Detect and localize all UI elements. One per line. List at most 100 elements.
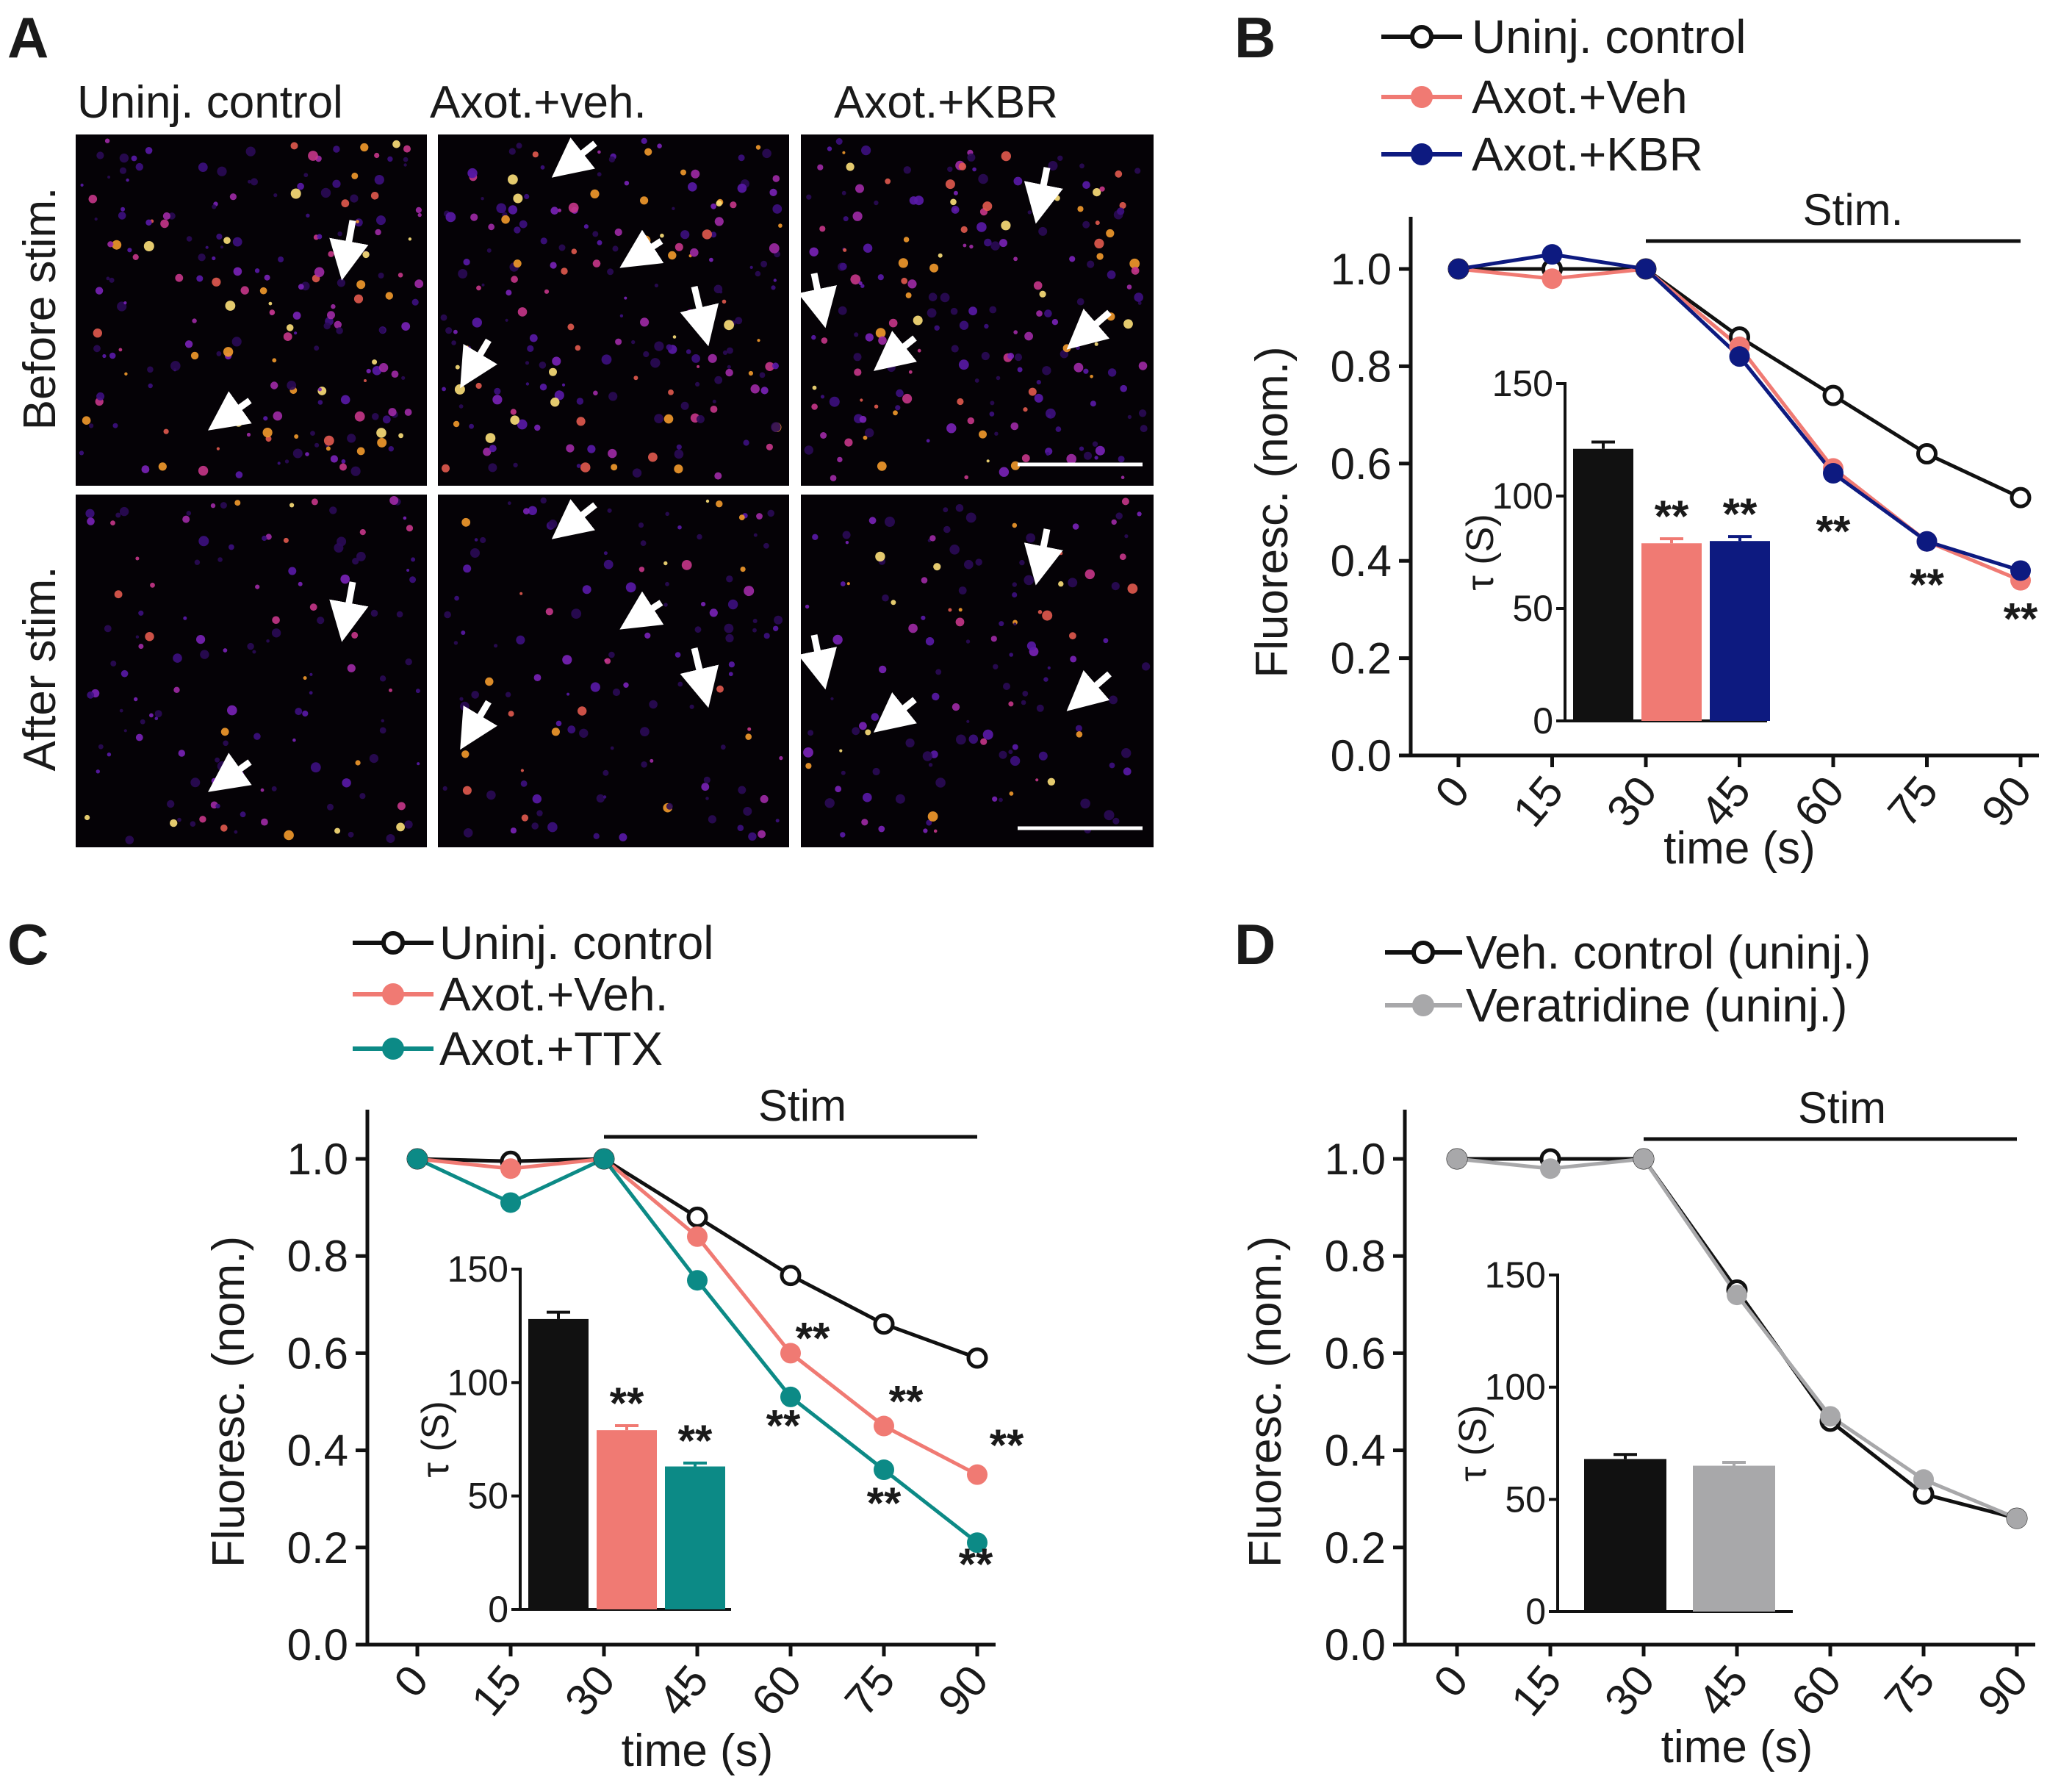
micrograph-puncta <box>843 248 847 252</box>
micrograph-puncta <box>339 622 345 629</box>
micrograph-puncta <box>607 268 614 276</box>
micrograph-puncta <box>561 383 566 387</box>
micrograph-puncta <box>1120 384 1127 392</box>
micrograph-puncta <box>198 536 209 547</box>
micrograph-puncta <box>1007 353 1015 359</box>
micrograph-puncta <box>401 322 411 331</box>
micrograph-puncta <box>119 506 129 517</box>
micrograph-puncta <box>415 689 420 694</box>
legend-b-label-veh: Axot.+Veh <box>1472 71 1688 123</box>
micrograph-puncta <box>398 433 403 439</box>
micrograph-puncta <box>314 345 320 351</box>
micrograph-puncta <box>119 167 127 174</box>
micrograph-puncta <box>550 398 560 407</box>
significance-marker: ** <box>1816 506 1851 556</box>
micrograph-puncta <box>774 615 783 625</box>
micrograph-puncta <box>271 628 281 638</box>
y-tick-label: 0.0 <box>287 1620 348 1670</box>
micrograph-puncta <box>567 725 576 734</box>
micrograph-puncta <box>663 414 674 424</box>
micrograph-puncta <box>597 172 602 177</box>
micrograph-puncta <box>263 416 268 421</box>
micrograph-puncta <box>223 648 228 653</box>
micrograph-puncta <box>767 509 774 517</box>
micrograph-puncta <box>909 196 918 205</box>
col-header-axot-kbr: Axot.+KBR <box>834 77 1058 128</box>
micrograph-puncta <box>377 437 387 448</box>
micrograph-arrow <box>208 391 252 431</box>
micrograph-puncta <box>272 358 277 363</box>
micrograph-puncta <box>966 719 970 723</box>
micrograph-puncta <box>759 372 766 378</box>
micrograph-puncta <box>871 713 879 721</box>
micrograph-puncta <box>1103 638 1109 644</box>
micrograph-puncta <box>968 306 977 316</box>
micrograph-puncta <box>1057 155 1063 161</box>
micrograph-puncta <box>835 138 843 145</box>
micrograph-puncta <box>516 143 522 149</box>
micrograph-puncta <box>907 279 917 289</box>
micrograph-puncta <box>885 178 891 184</box>
micrograph-puncta <box>1054 195 1060 201</box>
micrograph-puncta <box>347 434 356 443</box>
micrograph-puncta <box>1012 744 1018 750</box>
micrograph-puncta <box>317 234 323 240</box>
micrograph-puncta <box>247 642 254 650</box>
micrograph-puncta <box>453 329 458 334</box>
micrograph-puncta <box>631 340 636 345</box>
legend-b-marker-veh <box>1411 86 1433 108</box>
micrograph-puncta <box>317 617 325 625</box>
micrograph-puncta <box>508 711 514 717</box>
micrograph-puncta <box>414 279 424 289</box>
micrograph-puncta <box>210 503 216 509</box>
micrograph-puncta <box>602 795 607 799</box>
micrograph-puncta <box>311 498 318 506</box>
micrograph-puncta <box>1093 188 1101 197</box>
micrograph-puncta <box>700 326 711 337</box>
x-tick-label: 75 <box>1875 1656 1944 1725</box>
micrograph-puncta <box>378 273 384 279</box>
micrograph-puncta <box>968 734 979 744</box>
micrograph-arrow <box>460 338 498 389</box>
micrograph-puncta <box>160 219 169 229</box>
micrograph-puncta <box>231 337 242 347</box>
micrograph-puncta <box>711 203 716 209</box>
micrograph-puncta <box>444 611 451 619</box>
chart-c: 0.0 0.2 0.4 0.6 0.8 1.0 0 15 30 45 60 75 90 time (s) F… <box>204 1081 1024 1776</box>
micrograph-puncta <box>938 253 943 258</box>
micrograph-puncta <box>654 414 663 423</box>
legend-c-label-ttx: Axot.+TTX <box>439 1022 663 1075</box>
micrograph-puncta <box>1123 767 1132 776</box>
micrograph-puncta <box>305 452 309 456</box>
micrograph-arrow <box>680 647 719 708</box>
micrograph-puncta <box>701 783 710 791</box>
micrograph-puncta <box>908 623 918 633</box>
micrograph-puncta <box>85 509 95 518</box>
micrograph-puncta <box>309 672 313 676</box>
micrograph-puncta <box>811 403 818 410</box>
micrograph-puncta <box>668 251 677 260</box>
micrograph-puncta <box>339 463 347 471</box>
micrograph-puncta <box>1042 366 1051 376</box>
micrograph-puncta <box>1014 353 1023 362</box>
micrograph-puncta <box>760 794 769 803</box>
micrograph-puncta <box>106 276 110 281</box>
micrograph-puncta <box>654 341 664 351</box>
micrograph-puncta <box>602 769 609 776</box>
y-axis-label: Fluoresc. (nom.) <box>1240 1236 1291 1567</box>
micrograph-puncta <box>947 166 953 172</box>
micrograph-puncta <box>763 542 769 549</box>
micrograph-puncta <box>145 147 153 154</box>
micrograph-arrow <box>1024 167 1063 224</box>
micrograph-puncta <box>596 794 605 803</box>
micrograph-puncta <box>839 749 843 753</box>
micrograph-puncta <box>1112 817 1120 825</box>
micrograph-puncta <box>109 352 116 359</box>
micrograph-puncta <box>342 778 351 788</box>
micrograph-puncta <box>672 206 675 210</box>
micrograph-puncta <box>601 354 612 365</box>
micrograph-puncta <box>376 215 386 226</box>
micrograph-puncta <box>755 145 761 150</box>
inset-bar <box>1693 1465 1775 1612</box>
micrograph-puncta <box>458 269 468 279</box>
